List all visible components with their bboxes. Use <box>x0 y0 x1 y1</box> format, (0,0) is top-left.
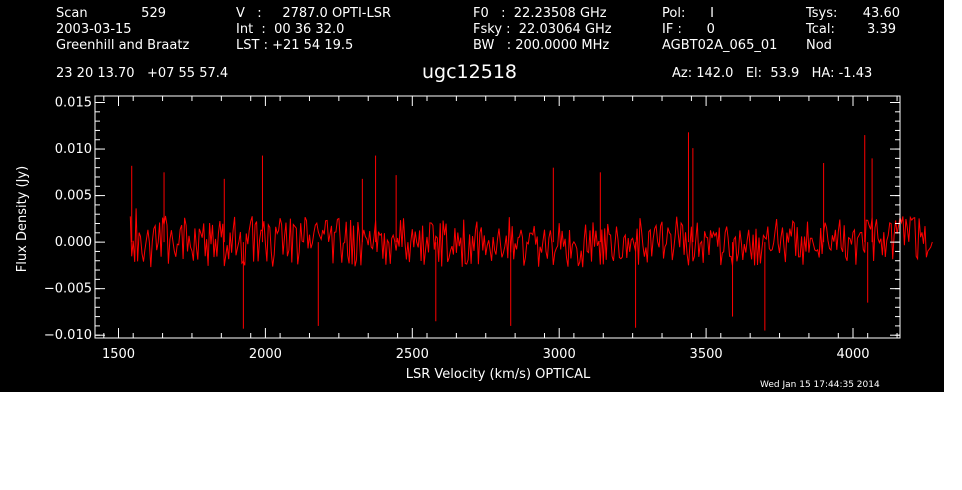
source-coordinates: 23 20 13.70 +07 55 57.4 <box>56 66 229 81</box>
tcal-value: 3.39 <box>867 22 896 37</box>
pointing-readout: Az: 142.0 El: 53.9 HA: -1.43 <box>672 66 873 81</box>
y-tick-label: 0.005 <box>55 189 92 204</box>
observer-names: Greenhill and Braatz <box>56 38 190 53</box>
x-axis-label: LSR Velocity (km/s) OPTICAL <box>406 367 591 382</box>
scan-number: 529 <box>141 6 166 21</box>
tsys-value: 43.60 <box>862 6 900 21</box>
spectrum-trace-layer <box>129 132 933 331</box>
x-tick-label: 1500 <box>102 347 135 362</box>
polarization: Pol: I <box>662 6 714 21</box>
x-tick-label: 2000 <box>249 347 282 362</box>
sky-frequency: Fsky : 22.03064 GHz <box>473 22 612 37</box>
project-id: AGBT02A_065_01 <box>662 38 778 53</box>
y-tick-label: 0.000 <box>55 235 92 250</box>
y-tick-label: −0.010 <box>44 328 92 343</box>
x-tick-label: 3500 <box>690 347 723 362</box>
if-number: IF : 0 <box>662 22 715 37</box>
plot-timestamp: Wed Jan 15 17:44:35 2014 <box>760 380 880 390</box>
x-tick-label: 2500 <box>396 347 429 362</box>
observing-mode: Nod <box>806 38 832 53</box>
axis-ticks <box>95 96 900 338</box>
y-tick-label: 0.010 <box>55 142 92 157</box>
plot-frame <box>94 95 901 339</box>
x-tick-label: 3000 <box>543 347 576 362</box>
tsys-label: Tsys: <box>806 6 838 21</box>
y-tick-label: 0.015 <box>55 96 92 111</box>
observation-date: 2003-03-15 <box>56 22 132 37</box>
x-tick-labels: 1500 2000 2500 3000 3500 4000 <box>102 347 870 362</box>
integration-time: Int : 00 36 32.0 <box>236 22 345 37</box>
spectrum-line-0 <box>129 208 933 268</box>
rest-frequency: F0 : 22.23508 GHz <box>473 6 607 21</box>
tcal-label: Tcal: <box>806 22 835 37</box>
y-tick-label: −0.005 <box>44 282 92 297</box>
y-tick-labels: −0.010 −0.005 0.000 0.005 0.010 0.015 <box>44 96 92 344</box>
source-name: ugc12518 <box>422 61 517 83</box>
y-axis-label: Flux Density (Jy) <box>15 166 30 272</box>
lst-readout: LST : +21 54 19.5 <box>236 38 354 53</box>
x-tick-label: 4000 <box>836 347 869 362</box>
plot-panel <box>0 0 944 392</box>
scan-label: Scan <box>56 6 88 21</box>
velocity-readout: V : 2787.0 OPTI-LSR <box>236 6 392 21</box>
bandwidth: BW : 200.0000 MHz <box>473 38 610 53</box>
spectrum-chart: −0.010 −0.005 0.000 0.005 0.010 0.015 1500 200… <box>15 95 933 382</box>
